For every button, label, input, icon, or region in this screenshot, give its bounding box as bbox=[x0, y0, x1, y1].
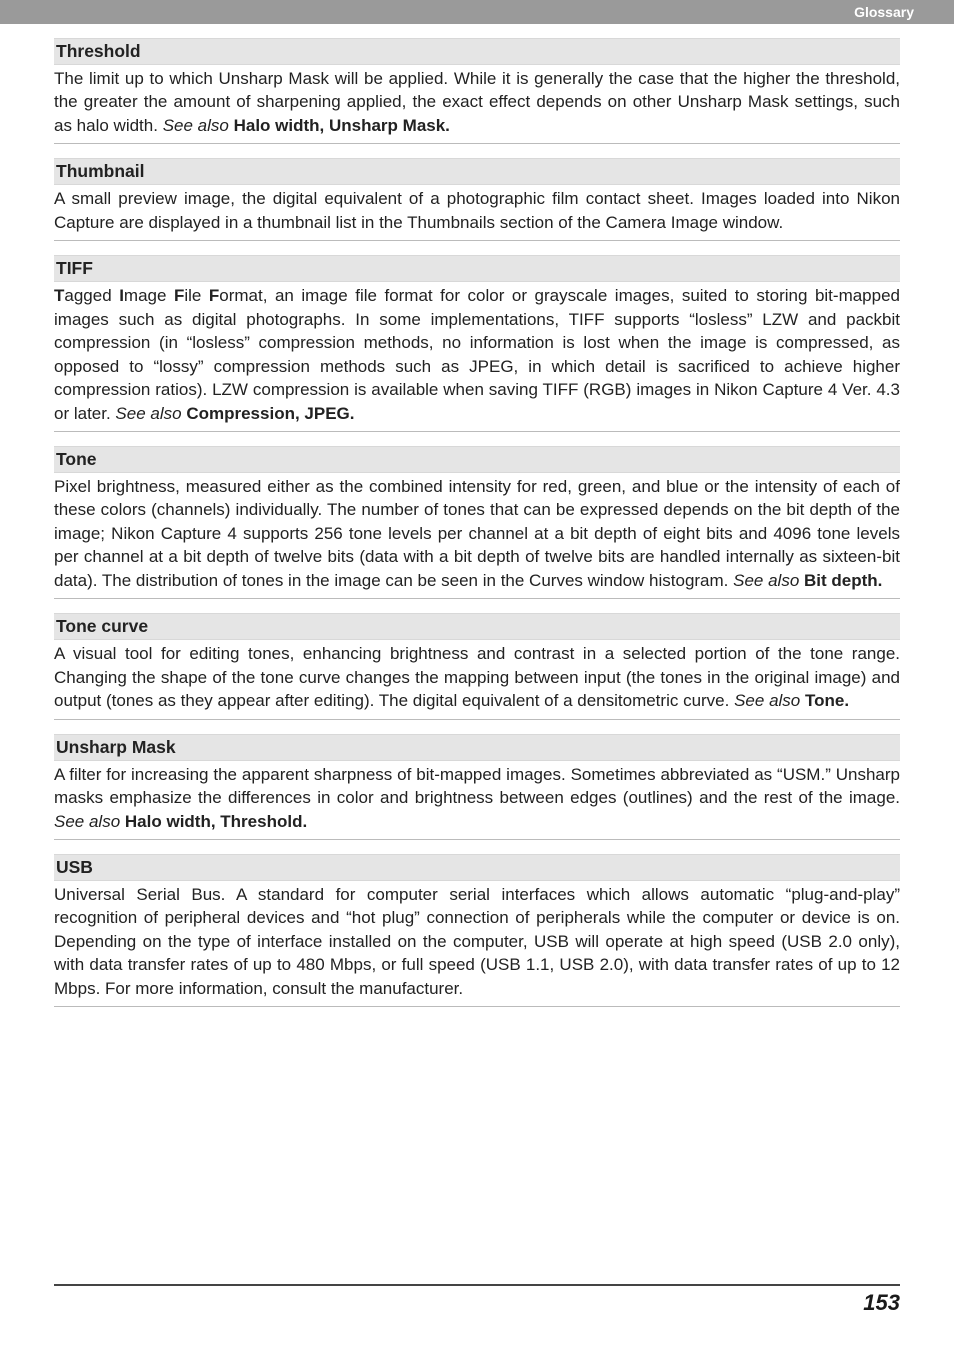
term-threshold: Threshold bbox=[54, 38, 900, 65]
term-tone-body: Pixel brightness, measured either as the… bbox=[54, 475, 900, 599]
term-tone-curve: Tone curve bbox=[54, 613, 900, 640]
term-unsharp-mask-body: A filter for increasing the apparent sha… bbox=[54, 763, 900, 840]
page-number: 153 bbox=[863, 1290, 900, 1316]
header-banner: Glossary bbox=[0, 0, 954, 24]
term-threshold-body: The limit up to which Unsharp Mask will … bbox=[54, 67, 900, 144]
term-usb: USB bbox=[54, 854, 900, 881]
term-tiff: TIFF bbox=[54, 255, 900, 282]
term-thumbnail-body: A small preview image, the digital equiv… bbox=[54, 187, 900, 241]
glossary-content: Threshold The limit up to which Unsharp … bbox=[0, 24, 954, 1007]
term-tiff-body: Tagged Image File Format, an image file … bbox=[54, 284, 900, 432]
banner-label: Glossary bbox=[854, 4, 914, 20]
term-unsharp-mask: Unsharp Mask bbox=[54, 734, 900, 761]
term-usb-body: Universal Serial Bus. A standard for com… bbox=[54, 883, 900, 1007]
term-tone: Tone bbox=[54, 446, 900, 473]
page-footer: 153 bbox=[54, 1284, 900, 1316]
term-thumbnail: Thumbnail bbox=[54, 158, 900, 185]
term-tone-curve-body: A visual tool for editing tones, enhanci… bbox=[54, 642, 900, 719]
